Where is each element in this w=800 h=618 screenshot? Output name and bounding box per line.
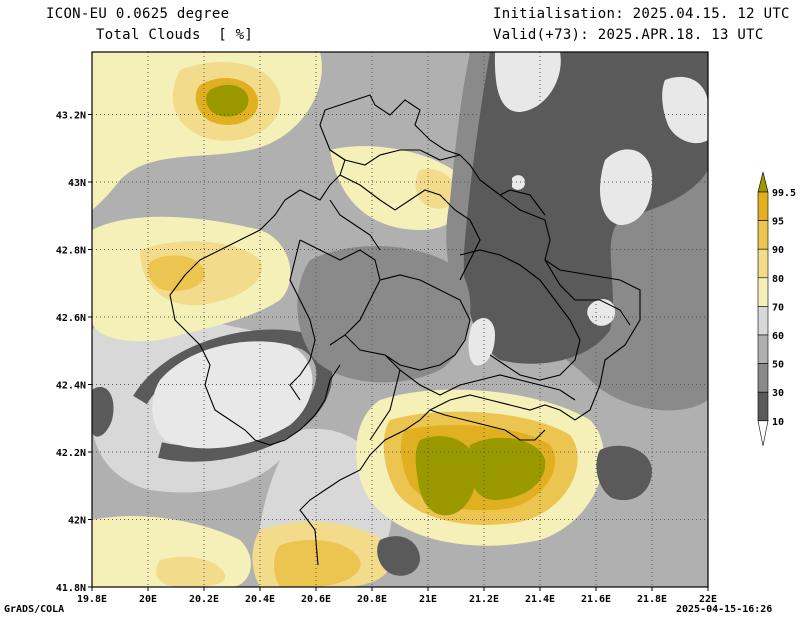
tick-label-lat: 43N xyxy=(68,178,86,189)
tick-label-lon: 20.4E xyxy=(245,594,275,605)
colorbar: 99.5 95 90 80 70 60 50 30 10 xyxy=(757,171,796,446)
cloud-dark-spot-southeast xyxy=(596,445,652,501)
colorbar-segment xyxy=(757,220,769,250)
colorbar-segment xyxy=(757,363,769,393)
cloud-clear-patch-center xyxy=(468,317,495,366)
footer-software-label: GrADS/COLA xyxy=(4,604,65,615)
cloud-clear-patch-north-small xyxy=(512,175,526,190)
cloud-clear-patch-east-small xyxy=(587,299,615,326)
border-inner-south xyxy=(344,334,576,401)
cloud-clear-patch-northeast-top xyxy=(494,52,561,112)
colorbar-segment xyxy=(757,391,769,422)
colorbar-label: 99.5 xyxy=(772,188,796,199)
footer-timestamp: 2025-04-15-16:26 xyxy=(676,604,773,615)
cloud-dark-ring-west xyxy=(133,329,333,462)
tick-label-lat: 42.8N xyxy=(56,246,86,257)
map-variable-title: Total Clouds [ %] xyxy=(96,27,254,43)
cloud-darkest-area-northeast xyxy=(463,52,708,364)
colorbar-label: 60 xyxy=(772,331,784,342)
cloud-gray-area-center xyxy=(297,246,471,383)
tick-label-lat: 42.6N xyxy=(56,313,86,324)
tick-label-lat: 42N xyxy=(68,516,86,527)
cloud-yellow-area-north xyxy=(415,169,456,209)
border-southeast-outline xyxy=(429,409,546,441)
tick-label-lon: 21.8E xyxy=(637,594,667,605)
border-outline-west xyxy=(284,94,641,566)
tick-label-lon: 20E xyxy=(139,594,157,605)
tick-label-lon: 21.2E xyxy=(469,594,499,605)
border-inner-south-2 xyxy=(369,369,401,441)
border-outline-southwest xyxy=(169,199,341,446)
border-inner-center-west xyxy=(299,239,381,346)
tick-label-lon: 19.8E xyxy=(77,594,107,605)
border-inner-northwest xyxy=(329,199,381,251)
colorbar-bottom-triangle xyxy=(757,420,769,446)
tick-label-lat: 41.8N xyxy=(56,583,86,594)
cloud-cream-area-north xyxy=(330,146,468,230)
map-gridlines xyxy=(92,52,708,587)
colorbar-label: 10 xyxy=(772,417,784,428)
initialisation-time: Initialisation: 2025.04.15. 12 UTC xyxy=(493,6,790,22)
colorbar-label: 90 xyxy=(772,245,784,256)
cloud-clear-area-west xyxy=(152,341,313,449)
tick-label-lon: 20.2E xyxy=(189,594,219,605)
tick-label-lon: 21.4E xyxy=(525,594,555,605)
cloud-olive-core-southeast-west xyxy=(415,436,477,516)
border-inner-center xyxy=(379,274,471,371)
border-inner-east xyxy=(459,249,581,381)
colorbar-label: 30 xyxy=(772,388,784,399)
cloud-dark-spot-south xyxy=(377,536,420,576)
cloud-yellow-area-southwest xyxy=(156,556,226,587)
cloud-olive-core-southeast-east xyxy=(468,437,546,500)
map-model-title: ICON-EU 0.0625 degree xyxy=(46,6,230,22)
border-inner-west xyxy=(289,239,316,401)
colorbar-top-triangle xyxy=(757,171,769,193)
cloud-field xyxy=(92,52,708,587)
tick-label-lat: 43.2N xyxy=(56,111,86,122)
colorbar-label: 50 xyxy=(772,360,784,371)
cloud-dark-spot-west xyxy=(92,386,114,437)
colorbar-segment xyxy=(757,306,769,336)
map-ticks: 19.8E 20E 20.2E 20.4E 20.6E 20.8E 21E 21.2E 21.4… xyxy=(56,111,717,606)
colorbar-label: 80 xyxy=(772,274,784,285)
colorbar-label: 95 xyxy=(772,217,784,228)
cloud-olive-core-northwest xyxy=(206,84,249,117)
border-inner-east-2 xyxy=(544,259,631,326)
tick-label-lon: 21E xyxy=(419,594,437,605)
colorbar-segment xyxy=(757,334,769,364)
colorbar-label: 70 xyxy=(772,302,784,313)
map-frame xyxy=(91,51,709,588)
tick-label-lat: 42.2N xyxy=(56,448,86,459)
tick-label-lon: 20.6E xyxy=(301,594,331,605)
valid-time: Valid(+73): 2025.APR.18. 13 UTC xyxy=(493,27,764,43)
tick-label-lon: 21.6E xyxy=(581,594,611,605)
map-borders xyxy=(169,94,641,566)
tick-label-lon: 20.8E xyxy=(357,594,387,605)
colorbar-segment xyxy=(757,277,769,307)
tick-label-lat: 42.4N xyxy=(56,381,86,392)
tick-label-lon: 22E xyxy=(699,594,717,605)
colorbar-segment xyxy=(757,191,769,221)
cloud-clear-patch-northeast-right xyxy=(662,76,708,144)
border-inner-north-2 xyxy=(339,174,481,281)
cloud-orange-area-west xyxy=(148,255,205,292)
border-inner-north xyxy=(329,149,461,166)
cloud-clear-patch-east xyxy=(600,149,653,225)
border-east-outline xyxy=(499,189,546,216)
colorbar-segment xyxy=(757,248,769,279)
